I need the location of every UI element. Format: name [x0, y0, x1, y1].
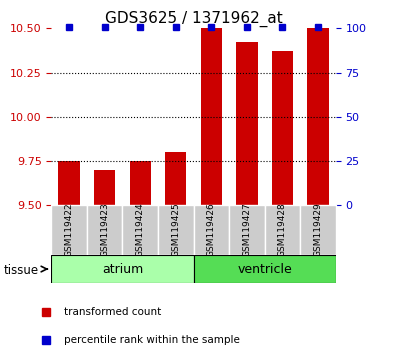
FancyBboxPatch shape [51, 255, 194, 283]
Text: transformed count: transformed count [64, 307, 161, 316]
Text: tissue: tissue [4, 264, 39, 277]
Text: GSM119426: GSM119426 [207, 203, 216, 257]
FancyBboxPatch shape [194, 205, 229, 255]
FancyBboxPatch shape [194, 255, 336, 283]
Bar [94, 170, 115, 205]
Text: GSM119427: GSM119427 [243, 203, 251, 257]
Text: GSM119428: GSM119428 [278, 203, 287, 257]
Bar [201, 28, 222, 205]
Bar [272, 51, 293, 205]
Bar [236, 42, 258, 205]
Bar [165, 152, 186, 205]
Text: GSM119424: GSM119424 [136, 203, 145, 257]
FancyBboxPatch shape [87, 205, 122, 255]
Bar [307, 28, 329, 205]
FancyBboxPatch shape [300, 205, 336, 255]
Text: ventricle: ventricle [237, 263, 292, 275]
FancyBboxPatch shape [51, 205, 87, 255]
Text: GSM119425: GSM119425 [171, 203, 180, 257]
Bar [58, 161, 80, 205]
FancyBboxPatch shape [229, 205, 265, 255]
Text: GSM119429: GSM119429 [314, 203, 322, 257]
Text: GSM119422: GSM119422 [65, 203, 73, 257]
FancyBboxPatch shape [265, 205, 300, 255]
Text: GSM119423: GSM119423 [100, 203, 109, 257]
FancyBboxPatch shape [158, 205, 194, 255]
FancyBboxPatch shape [122, 205, 158, 255]
Text: atrium: atrium [102, 263, 143, 275]
Text: GDS3625 / 1371962_at: GDS3625 / 1371962_at [105, 11, 282, 27]
Bar [130, 161, 151, 205]
Text: percentile rank within the sample: percentile rank within the sample [64, 335, 240, 345]
